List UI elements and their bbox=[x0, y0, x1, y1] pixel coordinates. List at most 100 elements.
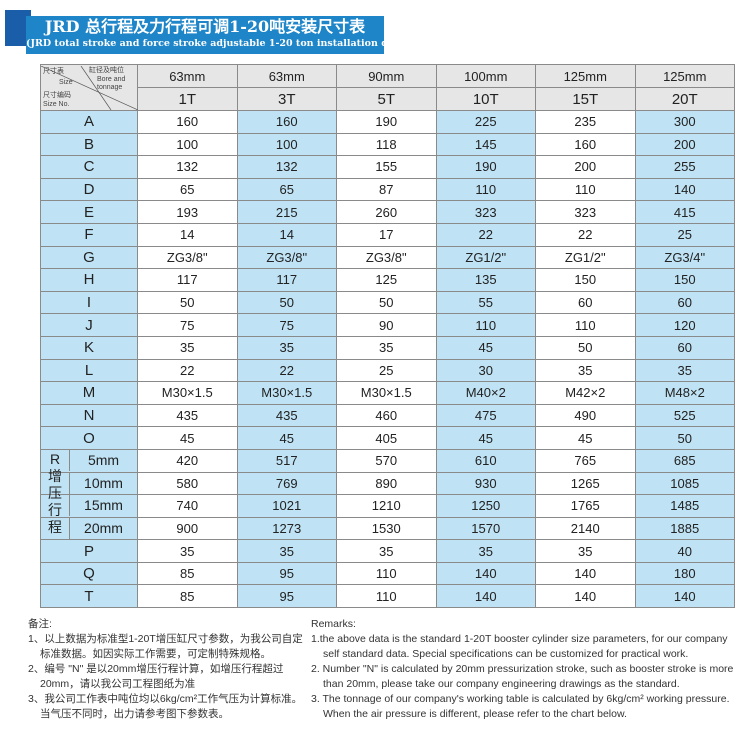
value-cell: 110 bbox=[435, 177, 536, 202]
table-row: B 100 100 118 145 160 200 bbox=[40, 132, 735, 157]
value-cell: 120 bbox=[634, 313, 735, 337]
value-cell: 25 bbox=[634, 222, 735, 247]
value-cell: 85 bbox=[137, 561, 238, 586]
row-label: Q bbox=[40, 561, 138, 586]
value-cell: 1765 bbox=[535, 494, 636, 518]
tonnage-header: 1T bbox=[137, 87, 238, 111]
corner-size-no-en: Size No. bbox=[43, 100, 70, 108]
value-cell: 100 bbox=[236, 132, 337, 157]
value-cell: 22 bbox=[137, 358, 238, 383]
value-cell: 1530 bbox=[336, 516, 437, 541]
value-cell: 140 bbox=[634, 177, 735, 202]
value-cell: 435 bbox=[236, 403, 337, 428]
value-cell: 35 bbox=[435, 539, 536, 563]
note-en-1: 1.the above data is the standard 1-20T b… bbox=[311, 633, 728, 660]
stroke-label: 10mm bbox=[69, 472, 137, 494]
corner-bore: 缸径及吨位 bbox=[89, 66, 124, 74]
row-label: M bbox=[40, 381, 138, 405]
value-cell: 2140 bbox=[535, 516, 636, 541]
value-cell: 1021 bbox=[236, 494, 337, 518]
value-cell: 60 bbox=[634, 335, 735, 360]
value-cell: 140 bbox=[435, 584, 536, 609]
value-cell: 415 bbox=[634, 200, 735, 224]
value-cell: 14 bbox=[137, 222, 238, 247]
note-zh-1: 1、以上数据为标准型1-20T增压缸尺寸参数，为我公司自定标准数据。如因实际工作… bbox=[28, 633, 303, 660]
bore-header: 125mm bbox=[634, 64, 735, 88]
value-cell: 25 bbox=[336, 358, 437, 383]
value-cell: 200 bbox=[634, 132, 735, 157]
tonnage-row: 1T 3T 5T 10T 15T 20T bbox=[41, 87, 735, 111]
value-cell: 35 bbox=[336, 539, 437, 563]
value-cell: 125 bbox=[336, 268, 437, 292]
value-cell: 215 bbox=[236, 200, 337, 224]
value-cell: 525 bbox=[634, 403, 735, 428]
value-cell: 45 bbox=[535, 426, 636, 450]
row-label: O bbox=[40, 426, 138, 450]
value-cell: 35 bbox=[535, 539, 636, 563]
note-en-3: 3. The tonnage of our company's working … bbox=[311, 693, 730, 720]
value-cell: 50 bbox=[336, 290, 437, 315]
value-cell: 55 bbox=[435, 290, 536, 315]
value-cell: 95 bbox=[236, 561, 337, 586]
value-cell: 65 bbox=[137, 177, 238, 202]
value-cell: 110 bbox=[535, 313, 636, 337]
table-row: L 22 22 25 30 35 35 bbox=[40, 358, 735, 383]
value-cell: 155 bbox=[336, 155, 437, 179]
value-cell: 435 bbox=[137, 403, 238, 428]
value-cell: 930 bbox=[435, 471, 536, 496]
value-cell: 260 bbox=[336, 200, 437, 224]
row-label: K bbox=[40, 335, 138, 360]
value-cell: 22 bbox=[236, 358, 337, 383]
value-cell: 35 bbox=[336, 335, 437, 360]
value-cell: 150 bbox=[634, 268, 735, 292]
bore-header: 90mm bbox=[336, 64, 437, 88]
notes-zh-heading: 备注: bbox=[28, 618, 52, 630]
corner-bore-en: Bore and tonnage bbox=[97, 75, 126, 91]
table-row: J 75 75 90 110 110 120 bbox=[40, 313, 735, 337]
table-row: D 65 65 87 110 110 140 bbox=[40, 177, 735, 202]
value-cell: 740 bbox=[137, 494, 238, 518]
value-cell: 35 bbox=[634, 358, 735, 383]
row-label: D bbox=[40, 177, 138, 202]
value-cell: 900 bbox=[137, 516, 238, 541]
value-cell: 1570 bbox=[435, 516, 536, 541]
value-cell: 160 bbox=[137, 110, 238, 134]
value-cell: 150 bbox=[535, 268, 636, 292]
value-cell: 160 bbox=[236, 110, 337, 134]
value-cell: M40×2 bbox=[435, 381, 536, 405]
value-cell: ZG3/4" bbox=[634, 245, 735, 270]
bore-row: 尺寸表 缸径及吨位 Bore and tonnage Size 尺寸编码 Siz… bbox=[40, 64, 735, 111]
value-cell: ZG3/8" bbox=[137, 245, 238, 270]
row-label: L bbox=[40, 358, 138, 383]
value-cell: 135 bbox=[435, 268, 536, 292]
table-row: A 160 160 190 225 235 300 bbox=[40, 110, 735, 134]
value-cell: 35 bbox=[137, 539, 238, 563]
value-cell: 35 bbox=[236, 335, 337, 360]
value-cell: 60 bbox=[535, 290, 636, 315]
row-label: C bbox=[40, 155, 138, 179]
value-cell: 45 bbox=[435, 426, 536, 450]
value-cell: 1485 bbox=[634, 494, 735, 518]
table-row: C 132 132 155 190 200 255 bbox=[40, 155, 735, 179]
value-cell: 517 bbox=[236, 448, 337, 473]
corner-diagonals bbox=[41, 65, 138, 110]
value-cell: 405 bbox=[336, 426, 437, 450]
value-cell: 255 bbox=[634, 155, 735, 179]
corner-cell: 尺寸表 缸径及吨位 Bore and tonnage Size 尺寸编码 Siz… bbox=[40, 64, 138, 111]
table-row: H 117 117 125 135 150 150 bbox=[40, 268, 735, 292]
value-cell: 132 bbox=[236, 155, 337, 179]
value-cell: 117 bbox=[137, 268, 238, 292]
value-cell: 200 bbox=[535, 155, 636, 179]
dimension-table: 尺寸表 缸径及吨位 Bore and tonnage Size 尺寸编码 Siz… bbox=[40, 64, 735, 609]
value-cell: 890 bbox=[336, 471, 437, 496]
value-cell: 110 bbox=[535, 177, 636, 202]
value-cell: 1250 bbox=[435, 494, 536, 518]
value-cell: 323 bbox=[435, 200, 536, 224]
r-group-label: R 增 压 行 程 bbox=[48, 450, 62, 535]
row-label: E bbox=[40, 200, 138, 224]
value-cell: 30 bbox=[435, 358, 536, 383]
tonnage-header: 3T bbox=[236, 87, 337, 111]
stroke-label: 20mm bbox=[69, 517, 137, 539]
value-cell: 45 bbox=[137, 426, 238, 450]
value-cell: 420 bbox=[137, 448, 238, 473]
